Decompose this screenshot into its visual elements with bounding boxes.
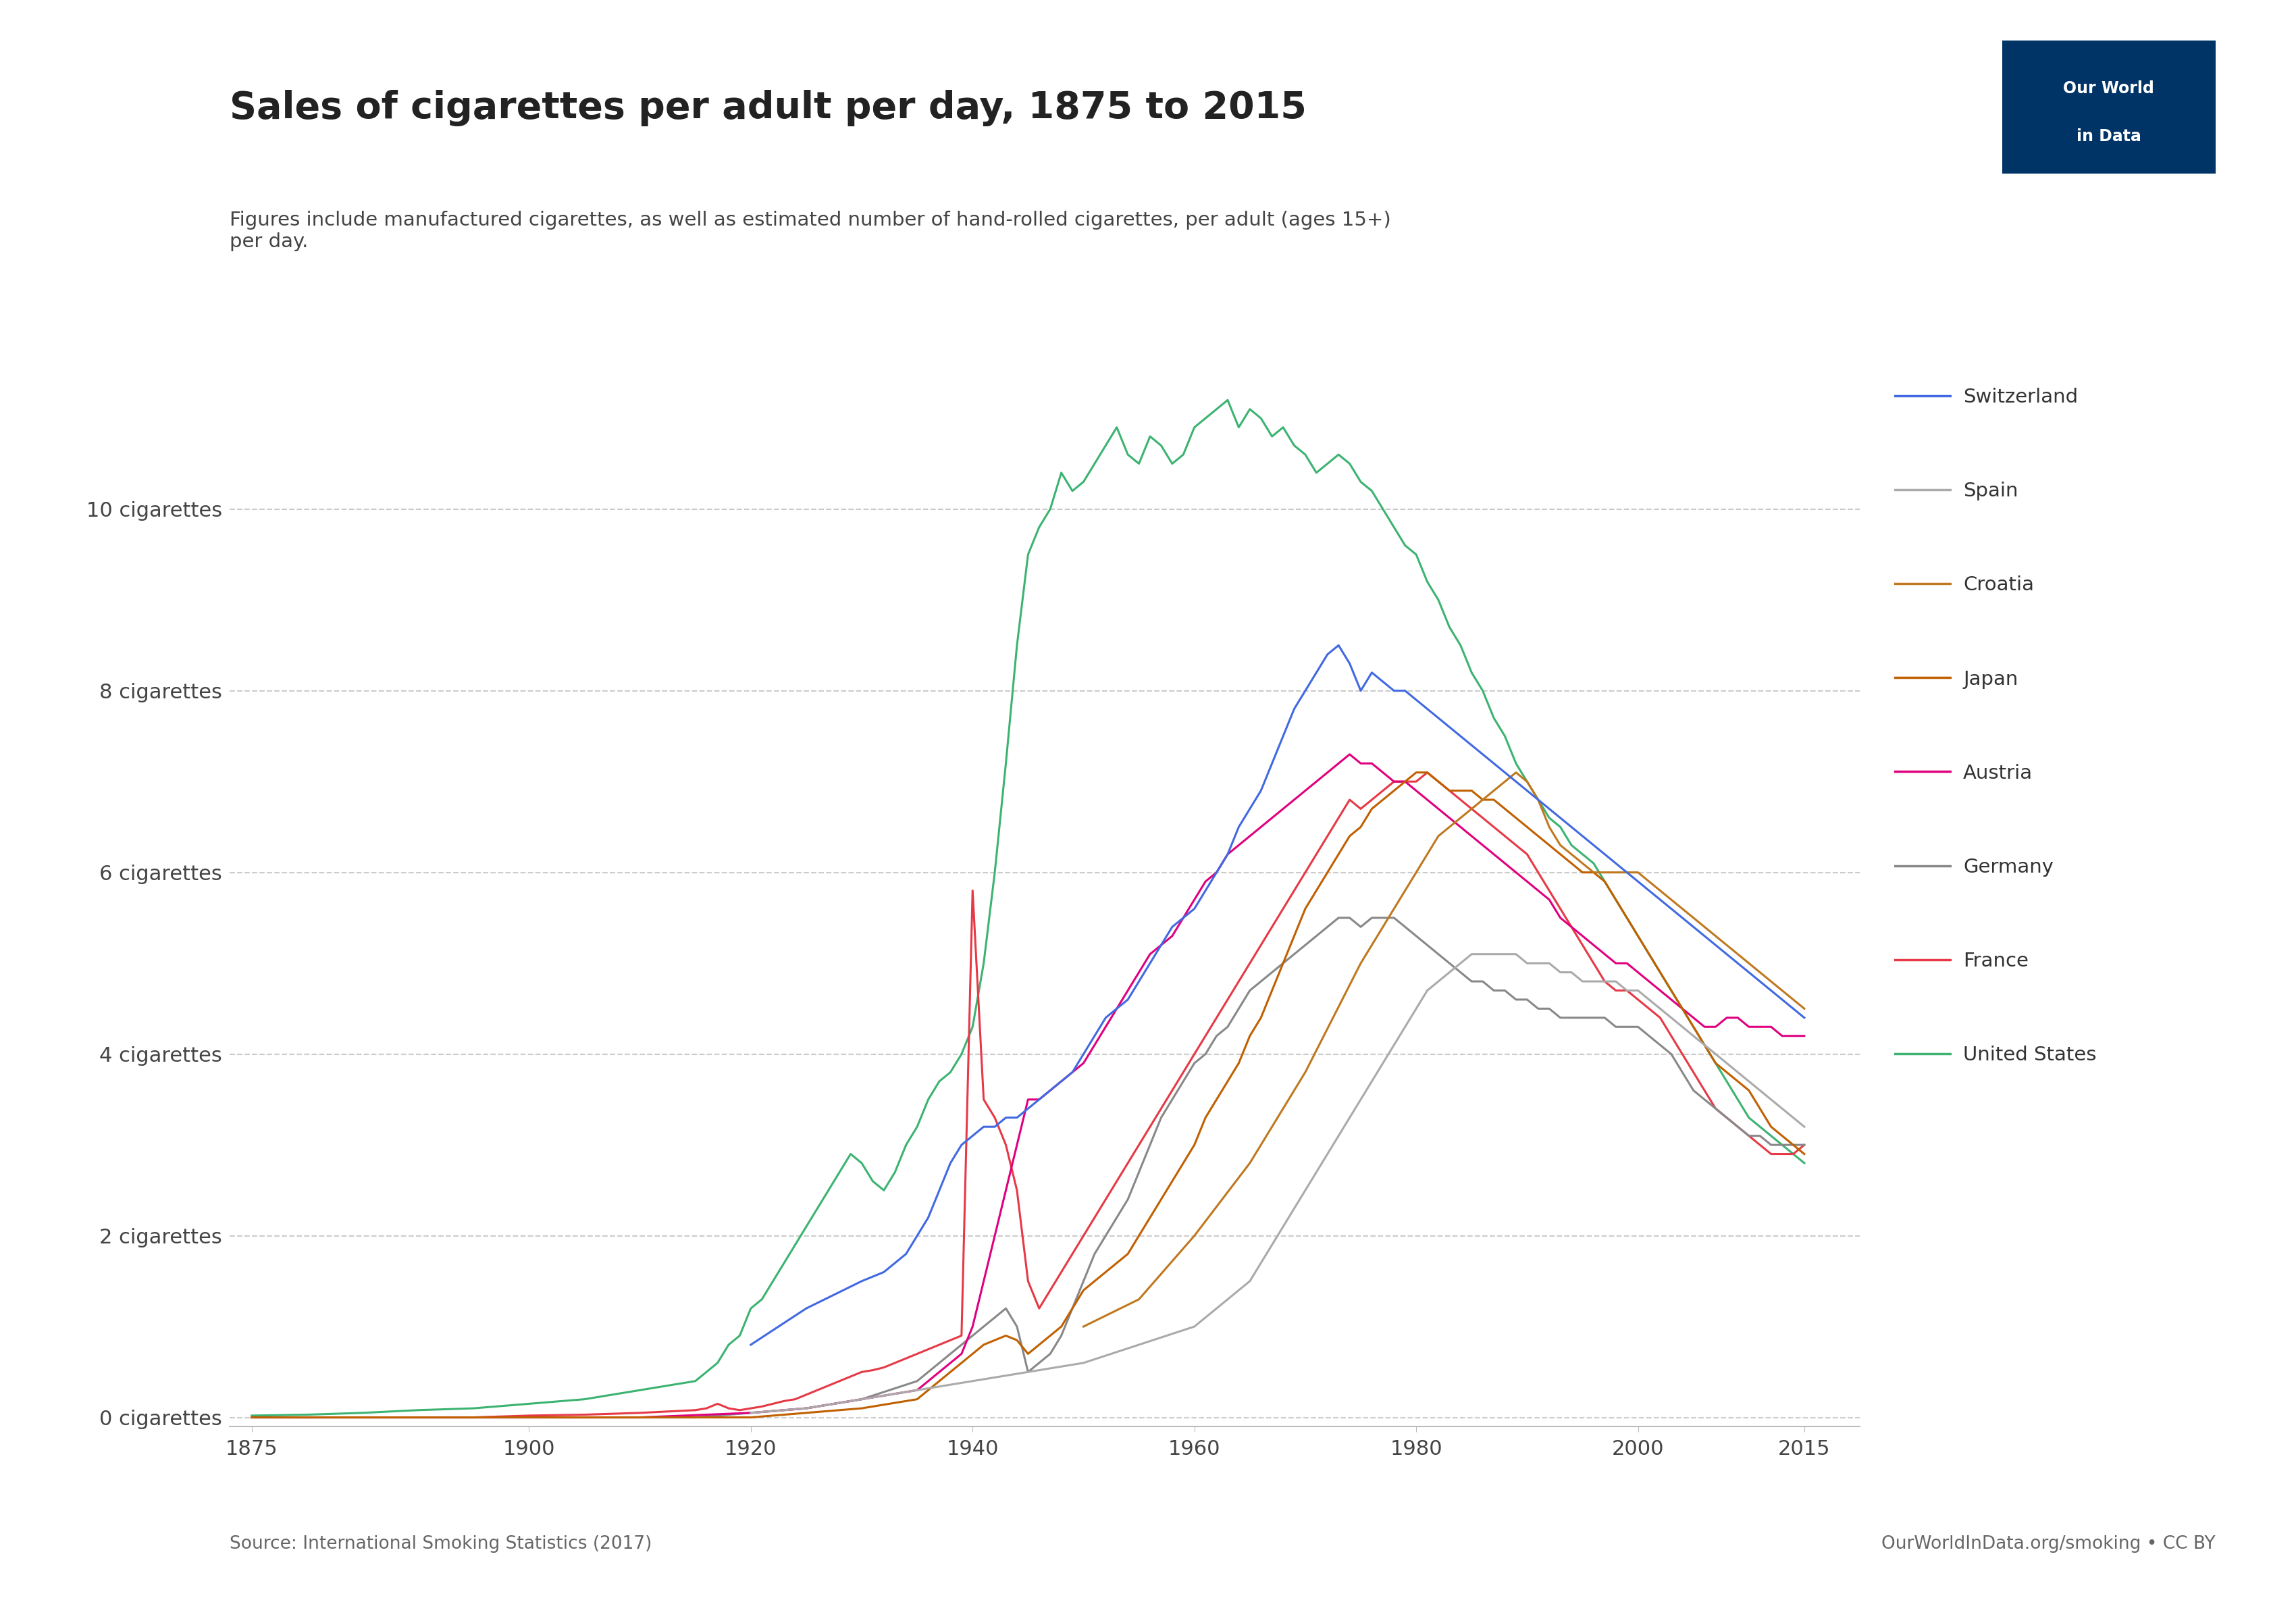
Text: Austria: Austria xyxy=(1963,763,2032,783)
Text: Germany: Germany xyxy=(1963,858,2053,877)
Text: United States: United States xyxy=(1963,1046,2096,1065)
Text: Our World: Our World xyxy=(2064,81,2154,97)
Text: France: France xyxy=(1963,952,2027,971)
Text: Sales of cigarettes per adult per day, 1875 to 2015: Sales of cigarettes per adult per day, 1… xyxy=(230,89,1306,126)
Text: OurWorldInData.org/smoking • CC BY: OurWorldInData.org/smoking • CC BY xyxy=(1883,1535,2216,1553)
Text: Figures include manufactured cigarettes, as well as estimated number of hand-rol: Figures include manufactured cigarettes,… xyxy=(230,211,1391,251)
Text: Source: International Smoking Statistics (2017): Source: International Smoking Statistics… xyxy=(230,1535,652,1553)
Text: Spain: Spain xyxy=(1963,481,2018,501)
Text: Japan: Japan xyxy=(1963,669,2018,689)
Text: Switzerland: Switzerland xyxy=(1963,387,2078,407)
Text: Croatia: Croatia xyxy=(1963,575,2034,595)
Text: in Data: in Data xyxy=(2076,128,2142,144)
